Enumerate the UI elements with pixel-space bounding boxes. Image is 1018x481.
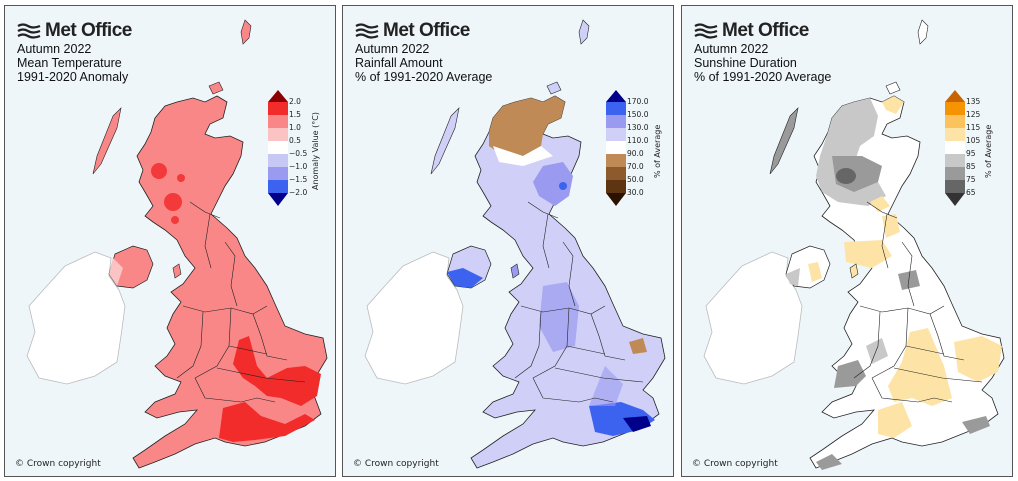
legend-title: % of Average bbox=[653, 124, 662, 178]
legend-tick: 1.0 bbox=[289, 123, 301, 132]
met-office-waves-icon bbox=[17, 23, 41, 39]
title-season: Autumn 2022 bbox=[355, 42, 430, 56]
met-office-logo: Met Office bbox=[355, 20, 492, 42]
sunshine-legend: 135 125 115 105 95 85 75 65 % of Average bbox=[944, 90, 1012, 214]
legend-tick: −2.0 bbox=[289, 188, 308, 197]
met-office-waves-icon bbox=[694, 23, 718, 39]
legend-title: Anomaly Value (°C) bbox=[311, 112, 320, 190]
title-season: Autumn 2022 bbox=[694, 42, 769, 56]
copyright: © Crown copyright bbox=[692, 459, 778, 469]
sunshine-panel: Met Office Autumn 2022 Sunshine Duration… bbox=[681, 5, 1013, 477]
legend-tick: 50.0 bbox=[627, 175, 644, 184]
brand-name: Met Office bbox=[383, 20, 470, 41]
legend-title: % of Average bbox=[984, 124, 993, 178]
legend-tick: 0.5 bbox=[289, 136, 301, 145]
temperature-legend: 2.0 1.5 1.0 0.5 −0.5 −1.0 −1.5 −2.0 Anom… bbox=[267, 90, 335, 214]
temperature-panel: Met Office Autumn 2022 Mean Temperature … bbox=[4, 5, 336, 477]
title-baseline: % of 1991-2020 Average bbox=[694, 70, 832, 84]
colorbar bbox=[606, 90, 626, 206]
brand-name: Met Office bbox=[45, 20, 132, 41]
legend-tick: 110.0 bbox=[627, 136, 649, 145]
title-baseline: 1991-2020 Anomaly bbox=[17, 70, 129, 84]
legend-tick: 170.0 bbox=[627, 97, 649, 106]
legend-tick: −1.5 bbox=[289, 175, 308, 184]
legend-tick: 115 bbox=[966, 123, 981, 132]
brand-name: Met Office bbox=[722, 20, 809, 41]
title-variable: Mean Temperature bbox=[17, 56, 122, 70]
colorbar bbox=[268, 90, 288, 206]
sunshine-map bbox=[703, 19, 1005, 470]
legend-tick: 1.5 bbox=[289, 110, 301, 119]
legend-tick: 95 bbox=[966, 149, 976, 158]
panel-header: Met Office Autumn 2022 Rainfall Amount %… bbox=[355, 20, 492, 84]
title-variable: Rainfall Amount bbox=[355, 56, 443, 70]
legend-tick: 105 bbox=[966, 136, 981, 145]
rainfall-map bbox=[364, 19, 666, 469]
rainfall-legend: 170.0 150.0 130.0 110.0 90.0 70.0 50.0 3… bbox=[605, 90, 673, 214]
legend-tick: 150.0 bbox=[627, 110, 649, 119]
temperature-map bbox=[26, 19, 328, 469]
copyright: © Crown copyright bbox=[353, 459, 439, 469]
colorbar bbox=[945, 90, 965, 206]
legend-tick: 125 bbox=[966, 110, 981, 119]
legend-tick: 65 bbox=[966, 188, 976, 197]
met-office-logo: Met Office bbox=[694, 20, 831, 42]
legend-tick: 30.0 bbox=[627, 188, 644, 197]
rainfall-panel: Met Office Autumn 2022 Rainfall Amount %… bbox=[342, 5, 674, 477]
copyright: © Crown copyright bbox=[15, 459, 101, 469]
met-office-logo: Met Office bbox=[17, 20, 132, 42]
title-baseline: % of 1991-2020 Average bbox=[355, 70, 493, 84]
panel-header: Met Office Autumn 2022 Mean Temperature … bbox=[17, 20, 132, 84]
legend-tick: 85 bbox=[966, 162, 976, 171]
legend-tick: 90.0 bbox=[627, 149, 644, 158]
legend-tick: 2.0 bbox=[289, 97, 301, 106]
legend-tick: 130.0 bbox=[627, 123, 649, 132]
panel-header: Met Office Autumn 2022 Sunshine Duration… bbox=[694, 20, 831, 84]
title-variable: Sunshine Duration bbox=[694, 56, 797, 70]
legend-tick: −0.5 bbox=[289, 149, 308, 158]
legend-tick: 70.0 bbox=[627, 162, 644, 171]
title-season: Autumn 2022 bbox=[17, 42, 92, 56]
legend-tick: 75 bbox=[966, 175, 976, 184]
legend-tick: 135 bbox=[966, 97, 981, 106]
met-office-waves-icon bbox=[355, 23, 379, 39]
legend-tick: −1.0 bbox=[289, 162, 308, 171]
